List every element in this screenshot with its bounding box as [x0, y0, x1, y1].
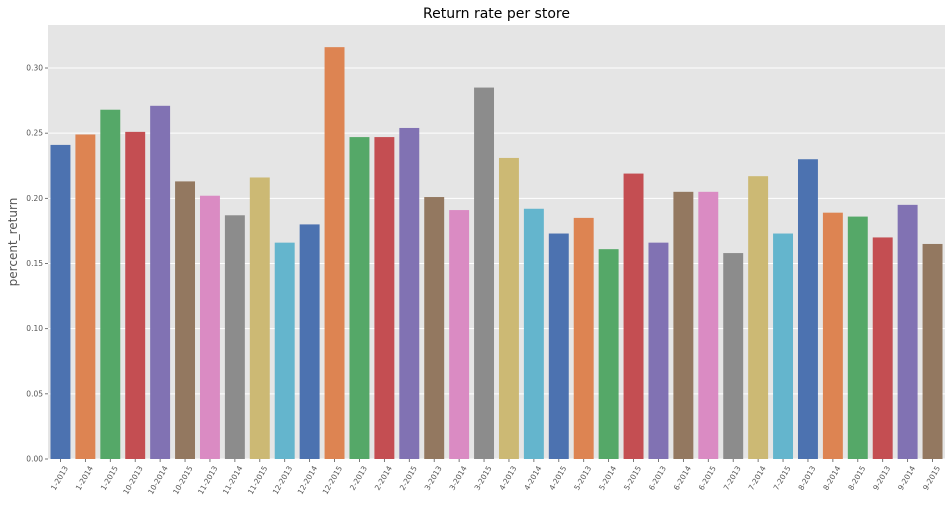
- x-tick-label-12-2014: 12-2014: [296, 464, 320, 496]
- bar-7-2015: [773, 233, 794, 459]
- bar-2-2014: [374, 137, 395, 459]
- x-tick-label-11-2015: 11-2015: [246, 464, 270, 496]
- gridlines: [48, 67, 945, 460]
- bar-4-2013: [498, 157, 519, 459]
- bar-5-2013: [573, 217, 594, 459]
- x-tick-label-5-2014: 5-2014: [597, 464, 618, 492]
- bar-6-2014: [673, 191, 694, 460]
- bar-8-2015: [847, 216, 868, 459]
- bar-5-2015: [623, 173, 644, 459]
- x-tick-label-4-2014: 4-2014: [522, 464, 543, 492]
- bar-4-2014: [523, 208, 544, 459]
- y-tick-label-6: 0.30: [26, 64, 43, 73]
- bar-3-2015: [474, 87, 495, 459]
- bar-6-2013: [648, 242, 669, 459]
- y-tick-label-0: 0.00: [26, 455, 43, 464]
- y-tick-label-1: 0.05: [26, 389, 43, 398]
- x-tick-label-7-2014: 7-2014: [747, 464, 768, 492]
- x-tick-label-9-2013: 9-2013: [871, 464, 892, 492]
- bar-9-2013: [872, 237, 893, 459]
- x-tick-label-12-2013: 12-2013: [271, 464, 295, 496]
- bar-10-2013: [125, 131, 146, 460]
- x-tick-label-2-2015: 2-2015: [398, 464, 419, 492]
- bar-2-2015: [399, 127, 420, 459]
- bar-1-2014: [75, 134, 96, 459]
- bar-2-2013: [349, 137, 370, 459]
- bar-9-2014: [897, 204, 918, 459]
- bar-6-2015: [698, 191, 719, 460]
- x-tick-label-9-2015: 9-2015: [921, 464, 942, 492]
- bar-12-2013: [274, 242, 295, 459]
- x-tick-label-6-2014: 6-2014: [672, 464, 693, 492]
- x-tick-label-3-2013: 3-2013: [423, 464, 444, 492]
- x-tick-label-6-2013: 6-2013: [647, 464, 668, 492]
- x-tick-label-11-2014: 11-2014: [221, 464, 245, 496]
- x-tick-label-9-2014: 9-2014: [896, 464, 917, 492]
- y-tick-label-2: 0.10: [26, 324, 43, 333]
- y-tick-label-3: 0.15: [26, 259, 43, 268]
- x-tick-label-1-2015: 1-2015: [99, 464, 120, 492]
- x-tick-label-4-2013: 4-2013: [497, 464, 518, 492]
- bar-10-2014: [150, 105, 171, 459]
- bar-7-2013: [723, 253, 744, 459]
- bar-11-2013: [199, 195, 220, 459]
- x-tick-label-7-2013: 7-2013: [722, 464, 743, 492]
- x-tick-label-8-2014: 8-2014: [821, 464, 842, 492]
- x-tick-label-12-2015: 12-2015: [321, 464, 345, 496]
- x-tick-label-1-2013: 1-2013: [49, 464, 70, 492]
- bar-8-2013: [797, 159, 818, 459]
- bar-3-2014: [449, 210, 470, 459]
- y-axis-ticks: 0.00 0.05 0.10 0.15 0.20 0.25 0.30: [26, 64, 48, 464]
- x-tick-label-8-2013: 8-2013: [796, 464, 817, 492]
- bar-7-2014: [748, 176, 769, 460]
- x-tick-label-10-2013: 10-2013: [121, 464, 145, 496]
- y-axis-label: percent_return: [6, 198, 20, 287]
- bar-1-2015: [100, 109, 121, 459]
- bar-12-2014: [299, 224, 320, 459]
- x-tick-label-10-2015: 10-2015: [171, 464, 195, 496]
- x-tick-label-10-2014: 10-2014: [146, 464, 170, 496]
- x-tick-label-2-2014: 2-2014: [373, 464, 394, 492]
- bar-12-2015: [324, 47, 345, 459]
- bar-3-2013: [424, 197, 445, 459]
- x-tick-label-7-2015: 7-2015: [772, 464, 793, 492]
- chart-title: Return rate per store: [423, 6, 570, 22]
- x-tick-label-8-2015: 8-2015: [846, 464, 867, 492]
- bar-5-2014: [598, 249, 619, 459]
- x-tick-label-1-2014: 1-2014: [74, 464, 95, 492]
- bar-8-2014: [822, 212, 843, 459]
- bar-11-2014: [224, 215, 245, 459]
- bar-1-2013: [50, 144, 71, 459]
- x-axis-ticks: 1-2013 1-2014 1-2015 10-2013 10-2014 10-2015 1…: [49, 459, 942, 496]
- bar-10-2015: [175, 181, 196, 459]
- x-tick-label-6-2015: 6-2015: [697, 464, 718, 492]
- bar-4-2015: [548, 233, 569, 459]
- x-tick-label-11-2013: 11-2013: [196, 464, 220, 496]
- bars: [50, 47, 943, 460]
- x-tick-label-5-2015: 5-2015: [622, 464, 643, 492]
- plot-background: [48, 25, 945, 459]
- x-tick-label-3-2015: 3-2015: [473, 464, 494, 492]
- x-tick-label-4-2015: 4-2015: [547, 464, 568, 492]
- y-tick-label-4: 0.20: [26, 194, 43, 203]
- bar-11-2015: [249, 177, 270, 459]
- y-tick-label-5: 0.25: [26, 129, 43, 138]
- x-tick-label-2-2013: 2-2013: [348, 464, 369, 492]
- x-tick-label-5-2013: 5-2013: [572, 464, 593, 492]
- x-tick-label-3-2014: 3-2014: [448, 464, 469, 492]
- bar-9-2015: [922, 243, 943, 459]
